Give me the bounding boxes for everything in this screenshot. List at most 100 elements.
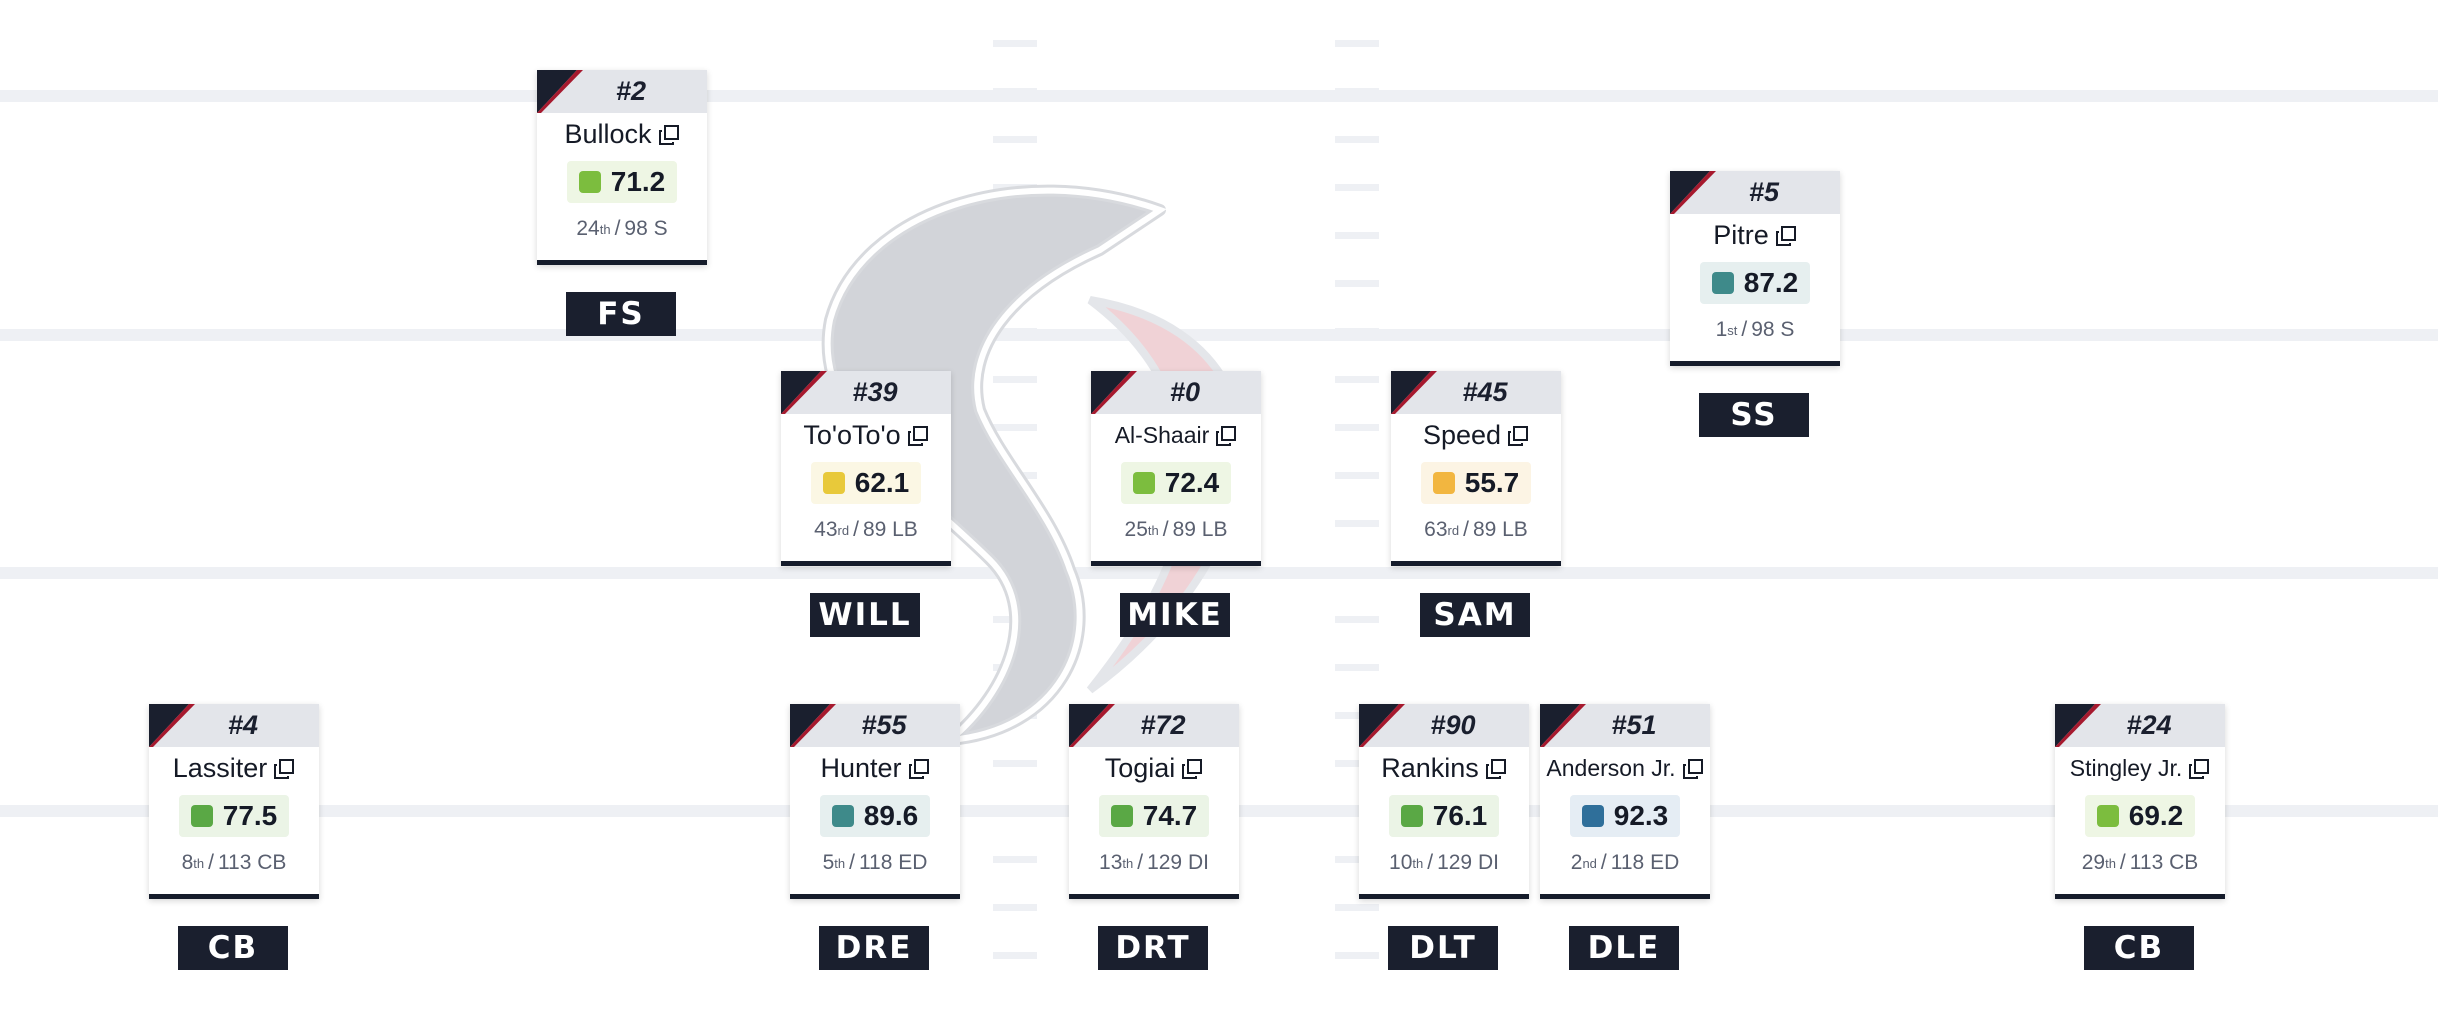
grade-value: 77.5 [222, 800, 278, 831]
card-header: #5 [1670, 171, 1840, 214]
jersey-number: #51 [1611, 710, 1657, 740]
card-header: #2 [537, 70, 707, 113]
rank-number: 8 [181, 851, 194, 874]
grade-color-swatch [190, 805, 213, 827]
hash-mark [1335, 376, 1379, 383]
hash-mark [1335, 520, 1379, 527]
rank-separator: / [1162, 518, 1169, 541]
player-name-link[interactable]: Rankins [1359, 747, 1529, 790]
grade-area: 74.7 [1069, 790, 1239, 842]
hash-mark [1335, 40, 1379, 47]
grade-badge: 72.4 [1120, 462, 1232, 504]
position-label: DLT [1388, 926, 1498, 970]
grade-area: 76.1 [1359, 790, 1529, 842]
grade-area: 89.6 [790, 790, 960, 842]
player-name-link[interactable]: Speed [1391, 414, 1561, 457]
open-external-icon[interactable] [1775, 225, 1797, 247]
rank-total: 113 CB [217, 851, 287, 874]
open-external-icon[interactable] [1215, 425, 1237, 447]
open-external-icon[interactable] [2188, 758, 2210, 780]
card-header: #90 [1359, 704, 1529, 747]
player-name: Hunter [820, 753, 902, 783]
hash-mark [993, 328, 1037, 335]
player-name-link[interactable]: Hunter [790, 747, 960, 790]
open-external-icon[interactable] [1507, 425, 1529, 447]
jersey-number: #55 [861, 710, 907, 740]
player-name-link[interactable]: Al-Shaair [1091, 414, 1261, 457]
hash-mark [993, 952, 1037, 959]
yard-line [0, 567, 2438, 579]
position-label: SS [1699, 393, 1809, 437]
position-label: FS [566, 292, 676, 336]
player-name-link[interactable]: Pitre [1670, 214, 1840, 257]
card-header: #24 [2055, 704, 2225, 747]
grade-badge: 62.1 [810, 462, 922, 504]
player-name: Al-Shaair [1114, 422, 1210, 448]
player-name-link[interactable]: Bullock [537, 113, 707, 156]
rank-separator: / [1427, 851, 1434, 874]
player-name-link[interactable]: To'oTo'o [781, 414, 951, 457]
grade-badge: 92.3 [1569, 795, 1681, 837]
jersey-number: #2 [615, 76, 647, 106]
grade-badge: 71.2 [566, 161, 678, 203]
player-name-link[interactable]: Togiai [1069, 747, 1239, 790]
open-external-icon[interactable] [1682, 758, 1704, 780]
rank-separator: / [1741, 318, 1748, 341]
grade-badge: 76.1 [1388, 795, 1500, 837]
rank-suffix: th [599, 221, 611, 237]
rank-number: 24 [576, 217, 600, 240]
rank-total: 129 DI [1437, 851, 1499, 874]
hash-mark [1335, 88, 1379, 95]
grade-badge: 69.2 [2084, 795, 2196, 837]
open-external-icon[interactable] [907, 425, 929, 447]
rank-suffix: th [1122, 855, 1134, 871]
hash-mark [1335, 232, 1379, 239]
open-external-icon[interactable] [1181, 758, 1203, 780]
open-external-icon[interactable] [273, 758, 295, 780]
open-external-icon[interactable] [1485, 758, 1507, 780]
hash-mark [993, 808, 1037, 815]
position-label: DRT [1098, 926, 1208, 970]
player-name-link[interactable]: Lassiter [149, 747, 319, 790]
jersey-number: #90 [1430, 710, 1476, 740]
open-external-icon[interactable] [658, 124, 680, 146]
grade-color-swatch [1711, 272, 1734, 294]
grade-color-swatch [2096, 805, 2119, 827]
open-external-icon[interactable] [908, 758, 930, 780]
rank-suffix: rd [837, 522, 850, 538]
grade-value: 87.2 [1743, 267, 1799, 298]
player-name-link[interactable]: Anderson Jr. [1540, 747, 1710, 790]
grade-value: 62.1 [854, 467, 910, 498]
grade-color-swatch [822, 472, 845, 494]
rank-number: 43 [814, 518, 838, 541]
rank-suffix: st [1727, 322, 1738, 338]
rank-total: 98 S [624, 217, 668, 240]
grade-badge: 55.7 [1420, 462, 1532, 504]
grade-color-swatch [831, 805, 854, 827]
jersey-number: #24 [2126, 710, 2172, 740]
card-header: #39 [781, 371, 951, 414]
rank-suffix: th [834, 855, 846, 871]
rank-separator: / [1463, 518, 1469, 541]
card-header: #51 [1540, 704, 1710, 747]
rank-separator: / [1137, 851, 1144, 874]
player-name-link[interactable]: Stingley Jr. [2055, 747, 2225, 790]
team-stripe-icon [1670, 171, 1716, 214]
position-label: WILL [810, 593, 920, 637]
